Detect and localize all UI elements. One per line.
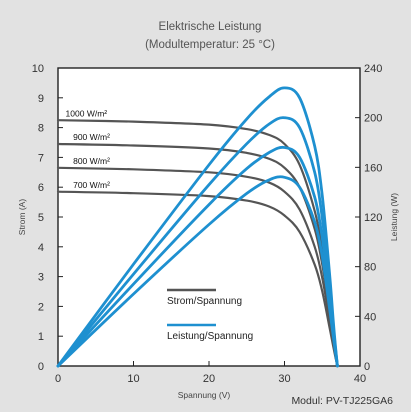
y-left-tick-label: 10	[32, 63, 44, 75]
y-left-tick-label: 2	[38, 301, 44, 313]
x-tick-label: 0	[55, 373, 61, 385]
y-left-tick-label: 5	[38, 212, 44, 224]
x-axis-title: Spannung (V)	[178, 390, 231, 400]
iv-curve-3	[56, 190, 339, 368]
y-right-tick-label: 120	[364, 212, 382, 224]
y-right-tick-label: 40	[364, 311, 376, 323]
y-right-tick-label: 200	[364, 113, 382, 125]
module-footer: Modul: PV-TJ225GA6	[291, 395, 393, 407]
y-left-tick-label: 8	[38, 123, 44, 135]
x-tick-label: 40	[354, 373, 366, 385]
irradiance-label: 700 W/m²	[73, 180, 110, 190]
x-tick-label: 20	[203, 373, 215, 385]
y-left-tick-label: 3	[38, 272, 44, 284]
x-tick-label: 10	[127, 373, 139, 385]
irradiance-label: 800 W/m²	[73, 156, 110, 166]
y-left-tick-label: 6	[38, 182, 44, 194]
legend-label-pv: Leistung/Spannung	[167, 331, 253, 342]
y-left-tick-label: 7	[38, 152, 44, 164]
pv-curve-7	[56, 175, 339, 368]
y-left-tick-label: 9	[38, 93, 44, 105]
irradiance-label: 900 W/m²	[73, 132, 110, 142]
chart-subtitle: (Modultemperatur: 25 °C)	[145, 39, 275, 51]
y-left-tick-label: 1	[38, 331, 44, 343]
y-axis-left-title: Strom (A)	[17, 199, 27, 236]
chart-title: Elektrische Leistung	[159, 21, 262, 33]
y-left-tick-label: 0	[38, 361, 44, 373]
y-right-tick-label: 240	[364, 63, 382, 75]
pv-curve-6	[56, 145, 339, 368]
y-axis-right-title: Leistung (W)	[389, 193, 399, 241]
legend-label-iv: Strom/Spannung	[167, 296, 242, 307]
iv-curve-2	[56, 166, 339, 368]
y-right-tick-label: 0	[364, 361, 370, 373]
y-right-tick-label: 80	[364, 262, 376, 274]
irradiance-label: 1000 W/m²	[66, 108, 108, 118]
y-right-tick-label: 160	[364, 162, 382, 174]
x-tick-label: 30	[278, 373, 290, 385]
legend: Strom/Spannung Leistung/Spannung	[167, 288, 253, 342]
y-left-tick-label: 4	[38, 242, 44, 254]
